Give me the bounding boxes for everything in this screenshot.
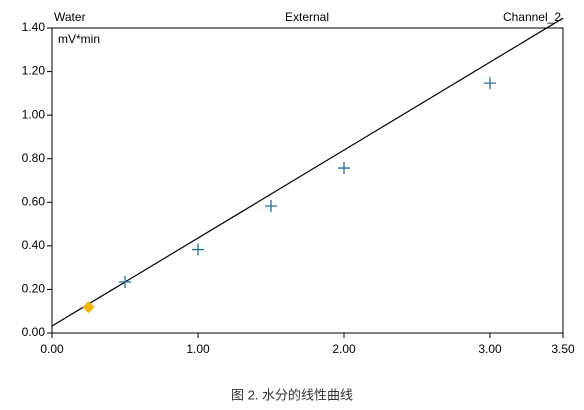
y-tick-label: 0.40 xyxy=(22,238,46,252)
data-point xyxy=(192,243,204,256)
fit-line xyxy=(51,17,564,327)
x-tick-label: 2.00 xyxy=(332,342,356,356)
data-point xyxy=(265,199,277,212)
header-left: Water xyxy=(54,10,86,24)
plot-frame xyxy=(51,27,564,334)
highlight-point xyxy=(82,301,95,314)
y-tick-label: 0.20 xyxy=(22,282,46,296)
y-tick-label: 1.20 xyxy=(22,64,46,78)
y-tick-label: 0.80 xyxy=(22,151,46,165)
y-tick-label: 1.00 xyxy=(22,107,46,121)
x-tick-label: 3.50 xyxy=(551,342,575,356)
y-tick-label: 0.00 xyxy=(22,325,46,339)
data-point xyxy=(338,162,350,175)
header-right: Channel_2 xyxy=(503,10,561,24)
header-center: External xyxy=(285,10,329,24)
y-axis-label: mV*min xyxy=(58,32,100,46)
x-tick-label: 1.00 xyxy=(186,342,210,356)
caption: 图 2. 水分的线性曲线 xyxy=(231,387,353,402)
y-tick-label: 1.40 xyxy=(22,20,46,34)
x-tick-label: 0.00 xyxy=(40,342,64,356)
y-tick-label: 0.60 xyxy=(22,194,46,208)
data-point xyxy=(484,77,496,90)
x-tick-label: 3.00 xyxy=(478,342,502,356)
data-point xyxy=(119,276,131,289)
